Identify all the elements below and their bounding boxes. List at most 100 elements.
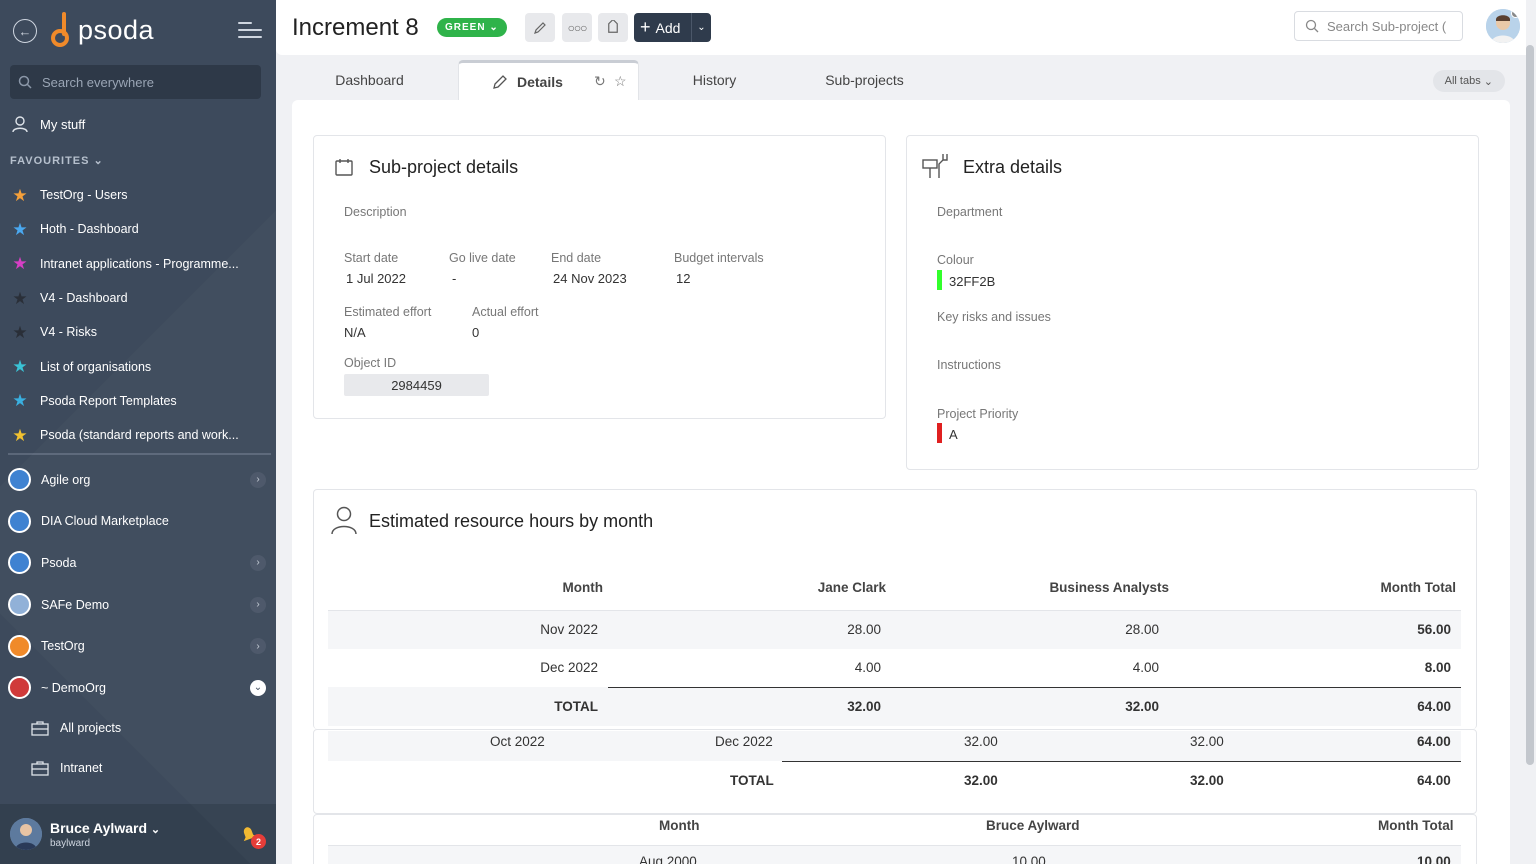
favourite-item[interactable]: ★ List of organisations [10,349,270,383]
chevron-down-icon: ⌄ [489,22,499,33]
all-tabs-button[interactable]: All tabs ⌄ [1432,70,1505,92]
chevron-right-icon[interactable]: › [250,596,266,613]
total-value: 64.00 [1417,773,1451,788]
org-sub-item[interactable]: Intranet [30,748,260,788]
go-live-value: - [452,271,457,286]
favourite-item[interactable]: ★ V4 - Risks [10,315,270,349]
actual-effort-label: Actual effort [472,305,539,319]
user-icon [12,116,28,133]
user-info[interactable]: Bruce Aylward ⌄ baylward [50,820,160,849]
organisation-item[interactable]: ~ DemoOrg ⌄ [8,667,270,709]
colour-value: 32FF2B [949,274,996,289]
star-icon: ★ [12,219,28,239]
column-header: Month Total [1380,580,1456,596]
column-header: Business Analysts [1049,580,1169,596]
start-date-value: 1 Jul 2022 [346,271,406,286]
organisation-icon [8,551,31,575]
notifications-bell-icon[interactable]: 2 [238,824,266,849]
more-options-button[interactable]: ○○○ [562,13,592,42]
back-arrow-icon[interactable]: ← [13,19,37,43]
organisation-label: Agile org [41,472,91,487]
collapse-menu-icon[interactable] [238,22,262,40]
search-icon [18,75,32,89]
table-row [328,845,1461,864]
cell-month: Aug 2000 [639,854,697,864]
refresh-icon[interactable]: ↻ [594,73,606,89]
favourite-item[interactable]: ★ Psoda Report Templates [10,384,270,418]
edit-button[interactable] [525,13,555,42]
tag-icon [608,19,618,33]
status-badge[interactable]: GREEN ⌄ [437,18,507,37]
plus-icon: + [640,17,651,37]
cell-total: 8.00 [1174,648,1461,688]
favourite-label: V4 - Risks [40,325,97,340]
presence-dot [1511,9,1520,18]
org-sub-list: All projects Intranet [30,708,260,788]
favourite-item[interactable]: ★ Intranet applications - Programme... [10,247,270,281]
page-scrollbar[interactable] [1526,45,1534,765]
total-label: TOTAL [730,773,774,788]
favourite-item[interactable]: ★ Psoda (standard reports and work... [10,418,270,452]
organisation-item[interactable]: SAFe Demo › [8,584,270,626]
org-sub-item[interactable]: All projects [30,708,260,748]
chevron-right-icon[interactable]: › [250,471,266,488]
estimated-effort-label: Estimated effort [344,305,432,319]
favourite-item[interactable]: ★ TestOrg - Users [10,178,270,212]
cell-month: Oct 2022 [490,734,545,749]
org-sub-item-label: Intranet [60,761,103,775]
search-everywhere-input[interactable] [42,74,242,90]
table-row: Dec 2022 4.00 4.00 8.00 [328,648,1461,688]
sidebar-search[interactable] [10,65,261,99]
total-value: 32.00 [1190,773,1224,788]
object-id-value[interactable]: 2984459 [344,374,489,396]
organisation-item[interactable]: DIA Cloud Marketplace [8,501,270,543]
tab-history[interactable]: History [652,60,777,100]
chevron-right-icon[interactable]: › [250,638,266,655]
total-value: 32.00 [964,773,998,788]
user-id: baylward [50,837,91,849]
organisation-icon [8,634,31,658]
tools-icon [922,154,948,178]
cell-value: 32.00 [964,734,998,749]
budget-intervals-value: 12 [676,271,691,286]
table-row [328,731,1461,761]
total-divider [782,761,1461,762]
favourite-item[interactable]: ★ V4 - Dashboard [10,281,270,315]
avatar[interactable] [1486,9,1520,43]
end-date-label: End date [551,251,602,265]
star-icon: ★ [12,322,28,342]
estimated-effort-value: N/A [344,325,366,340]
chevron-right-icon[interactable]: › [250,554,266,571]
organisation-item[interactable]: TestOrg › [8,625,270,667]
sidebar-divider [8,453,271,455]
favourite-item[interactable]: ★ Hoth - Dashboard [10,212,270,246]
total-value: 32.00 [891,687,1174,726]
my-stuff-link[interactable]: My stuff [10,114,85,134]
subproject-search-input[interactable] [1327,18,1455,34]
favourites-list: ★ TestOrg - Users ★ Hoth - Dashboard ★ Intran… [10,178,270,452]
notification-count: 2 [251,834,266,849]
tab-dashboard[interactable]: Dashboard [292,60,447,100]
table-header-row: Month Jane Clark Business Analysts Month… [328,566,1461,610]
favourites-label: FAVOURITES [10,155,90,167]
sidebar: ← psoda My stuff FAVOURITES ⌄ ★ TestOrg -… [0,0,276,864]
avatar[interactable] [10,818,42,850]
star-icon[interactable]: ☆ [614,73,627,89]
chevron-down-icon[interactable]: ⌄ [250,679,266,696]
organisation-label: SAFe Demo [41,597,110,612]
add-button[interactable]: + Add ⌄ [634,13,711,42]
favourites-header[interactable]: FAVOURITES ⌄ [10,154,104,167]
cell-value: 28.00 [608,610,891,649]
budget-intervals-label: Budget intervals [674,251,764,265]
tag-button[interactable] [598,13,628,42]
star-icon: ★ [12,254,28,274]
tab-sub-projects[interactable]: Sub-projects [802,60,927,100]
organisation-item[interactable]: Psoda › [8,542,270,584]
logo[interactable]: psoda [50,12,154,48]
go-live-label: Go live date [449,251,516,265]
start-date-label: Start date [344,251,399,265]
chevron-down-icon[interactable]: ⌄ [691,13,711,42]
subproject-search[interactable] [1294,11,1463,41]
tab-details[interactable]: Details ↻ ☆ [458,60,639,100]
organisation-item[interactable]: Agile org › [8,459,270,501]
